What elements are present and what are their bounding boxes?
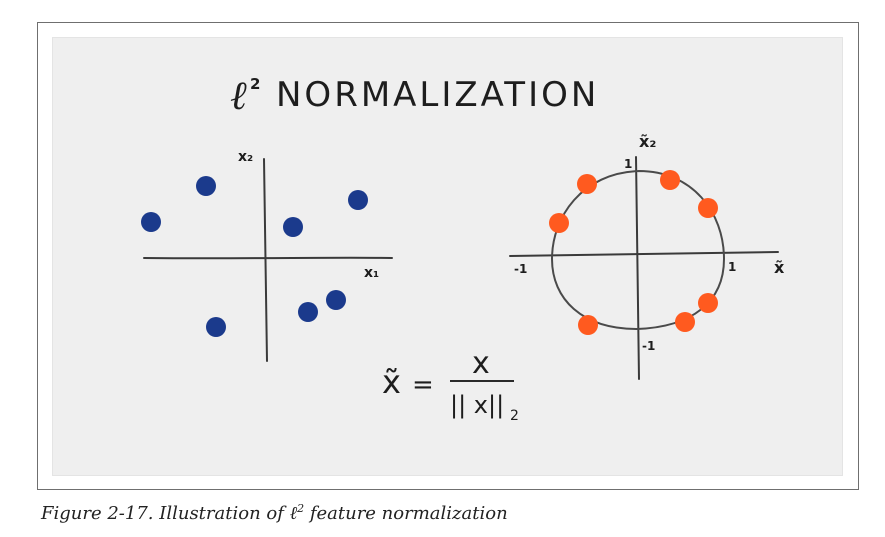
- data-point: [698, 293, 718, 313]
- data-point: [577, 174, 597, 194]
- caption-superscript: 2: [297, 502, 305, 515]
- right-x-axis: [509, 251, 779, 257]
- caption-ell: ℓ: [289, 503, 298, 524]
- left-plot: x₁ x₂: [141, 149, 393, 362]
- tick-label-left: -1: [514, 262, 527, 276]
- data-point: [196, 176, 216, 196]
- right-y-axis-label: x̃₂: [639, 132, 656, 151]
- tick-label-bottom: -1: [642, 339, 655, 353]
- right-plot: 1 -1 -1 1 x̃ x̃₂: [509, 132, 785, 380]
- data-point: [206, 317, 226, 337]
- formula-denominator: || x||: [450, 391, 504, 419]
- data-point: [675, 312, 695, 332]
- caption-prefix: Figure 2-17. Illustration of: [41, 503, 290, 524]
- formula-lhs: x̃: [382, 363, 401, 401]
- formula-equals: =: [412, 370, 434, 400]
- title-text: NORMALIZATION: [276, 75, 599, 115]
- right-x-axis-label: x̃: [774, 258, 785, 277]
- figure-title: ℓ 2 NORMALIZATION: [230, 73, 599, 119]
- formula-subscript: 2: [510, 408, 519, 424]
- left-y-axis: [263, 158, 268, 362]
- data-point: [578, 315, 598, 335]
- data-point: [549, 213, 569, 233]
- left-points: [141, 176, 368, 337]
- left-x-axis-label: x₁: [364, 265, 379, 281]
- title-ell-symbol: ℓ: [230, 73, 247, 119]
- data-point: [283, 217, 303, 237]
- normalization-formula: x̃ = x || x|| 2: [382, 346, 519, 424]
- title-superscript: 2: [250, 75, 260, 93]
- sketch-paper: [52, 37, 843, 476]
- caption-suffix: feature normalization: [304, 503, 508, 524]
- data-point: [698, 198, 718, 218]
- tick-label-right: 1: [728, 260, 736, 274]
- figure-caption: Figure 2-17. Illustration of ℓ2 feature …: [41, 502, 861, 524]
- formula-numerator: x: [472, 346, 490, 381]
- right-points: [549, 170, 718, 335]
- left-x-axis: [143, 256, 393, 260]
- tick-label-top: 1: [624, 157, 632, 171]
- normalization-sketch: ℓ 2 NORMALIZATION x₁ x₂ 1 -1 -1 1 x̃ x̃₂…: [141, 73, 785, 424]
- data-point: [348, 190, 368, 210]
- right-y-axis: [635, 156, 640, 380]
- data-point: [141, 212, 161, 232]
- data-point: [326, 290, 346, 310]
- left-y-axis-label: x₂: [238, 149, 253, 165]
- data-point: [660, 170, 680, 190]
- data-point: [298, 302, 318, 322]
